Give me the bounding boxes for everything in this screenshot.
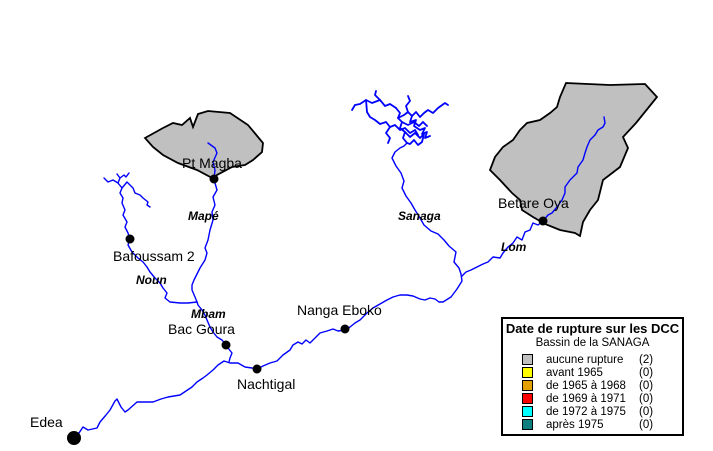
river-headwater-network-3 [351, 99, 381, 111]
legend-item-de-1972-1975: de 1972 à 1975 (0) [503, 406, 682, 419]
river-noun-twig-top [119, 172, 130, 179]
legend-item-avant-1965: avant 1965 (0) [503, 367, 682, 380]
river-headwater-network-9 [405, 95, 411, 113]
station-dot-bafoussam-2[interactable] [125, 234, 135, 244]
legend-item-aucune-rupture: aucune rupture (2) [503, 354, 682, 367]
legend-count: (2) [639, 354, 654, 366]
station-label-nanga-eboko: Nanga Eboko [297, 302, 382, 318]
river-headwater-network-7 [401, 121, 428, 127]
station-dot-edea[interactable] [67, 431, 81, 445]
station-label-pt-magba: Pt Magba [182, 155, 242, 171]
river-noun-branch-ne [121, 181, 151, 208]
legend-swatch-de-1972-1975 [522, 406, 533, 417]
river-label-lom: Lom [501, 240, 527, 254]
river-mbam [196, 301, 233, 363]
legend-label: avant 1965 [546, 367, 603, 379]
station-label-betare-oya: Betare Oya [498, 195, 569, 211]
station-dot-pt-magba[interactable] [209, 174, 219, 184]
river-headwater-network-6 [404, 131, 425, 146]
river-headwater-network-10 [385, 126, 391, 144]
station-label-bafoussam-2: Bafoussam 2 [113, 248, 195, 264]
river-mape-headwater [207, 142, 218, 180]
legend-box: Date de rupture sur les DCC Bassin de la… [501, 317, 684, 436]
legend-title: Date de rupture sur les DCC [505, 321, 680, 336]
river-noun-twig-west [103, 177, 119, 184]
river-noun-lower [127, 238, 198, 304]
river-label-mbam: Mbam [191, 307, 226, 321]
river-headwater-network-8 [409, 115, 431, 139]
legend-label: de 1969 à 1971 [546, 393, 626, 405]
legend-count: (0) [639, 380, 654, 392]
river-lom-upper [542, 116, 606, 222]
station-label-bac-goura: Bac Goura [168, 321, 235, 337]
river-label-map-: Mapé [188, 209, 219, 223]
legend-swatch-avant-1965 [522, 367, 533, 378]
station-label-edea: Edea [30, 414, 63, 430]
river-lom-lower [461, 220, 544, 277]
legend-count: (0) [639, 393, 654, 405]
legend-label: de 1972 à 1975 [546, 406, 626, 418]
pt-magba-basin [143, 110, 264, 181]
legend-label: après 1975 [546, 419, 604, 431]
legend-item-apr-s-1975: après 1975 (0) [503, 419, 682, 432]
legend-count: (0) [639, 367, 654, 379]
river-headwater-network-1 [395, 107, 408, 144]
legend-swatch-aucune-rupture [522, 354, 533, 365]
betare-oya-basin [488, 82, 659, 238]
legend-item-de-1969-1971: de 1969 à 1971 (0) [503, 393, 682, 406]
river-sanaga-upper [391, 142, 463, 303]
legend-count: (0) [639, 406, 654, 418]
legend-label: aucune rupture [546, 354, 624, 366]
legend-swatch-de-1969-1971 [522, 393, 533, 404]
legend-swatch-apr-s-1975 [522, 419, 533, 430]
river-label-noun: Noun [136, 273, 167, 287]
river-headwater-network-2 [374, 90, 397, 109]
legend-subtitle: Bassin de la SANAGA [535, 337, 650, 349]
legend-label: de 1965 à 1968 [546, 380, 626, 392]
station-dot-nachtigal[interactable] [252, 364, 262, 374]
station-dot-betare-oya[interactable] [538, 216, 548, 226]
river-mape [191, 178, 218, 303]
legend-swatch-de-1965-1968 [522, 380, 533, 391]
river-label-sanaga: Sanaga [398, 209, 441, 223]
station-dot-nanga-eboko[interactable] [340, 324, 350, 334]
legend-count: (0) [639, 419, 654, 431]
station-dot-bac-goura[interactable] [221, 340, 231, 350]
legend-item-de-1965-1968: de 1965 à 1968 (0) [503, 380, 682, 393]
station-label-nachtigal: Nachtigal [237, 376, 296, 392]
